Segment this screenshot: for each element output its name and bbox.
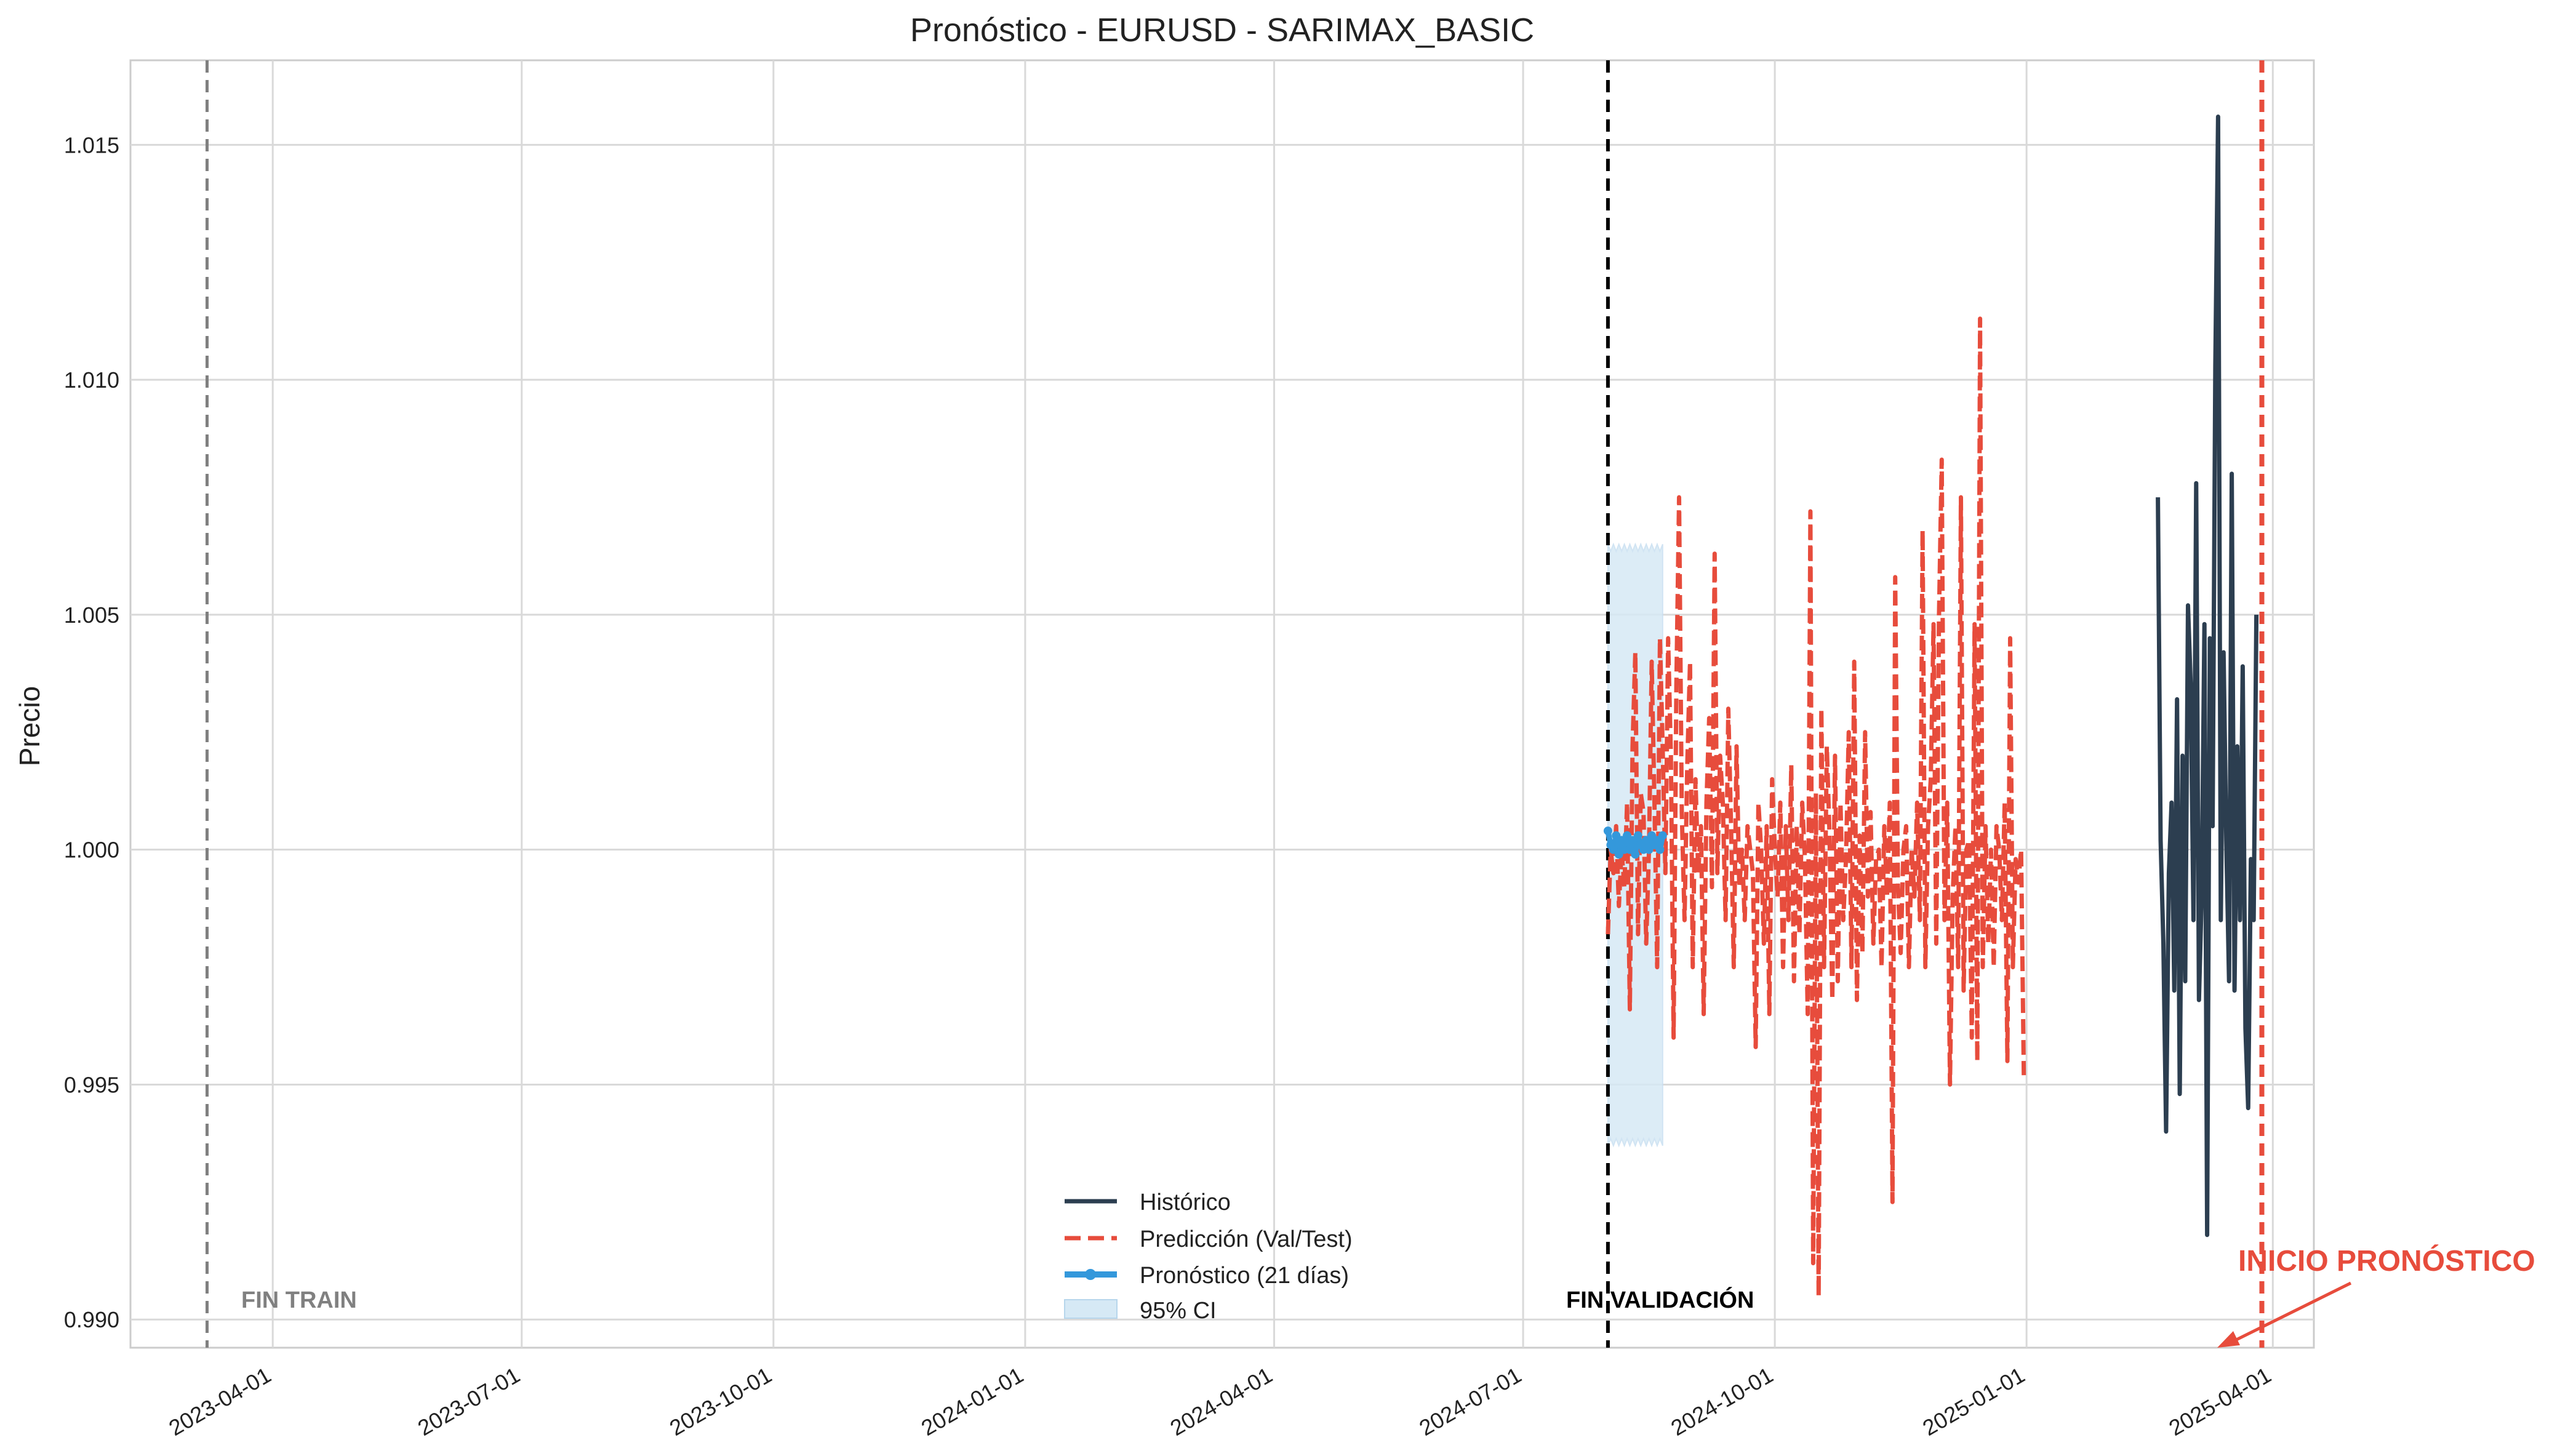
annotation-arrow-shaft xyxy=(2225,1281,2352,1346)
legend-swatch-ci xyxy=(1064,1299,1118,1319)
series-line-historico xyxy=(2156,114,2259,1238)
forecast-point xyxy=(1631,850,1640,859)
y-axis-label: Precio xyxy=(14,686,46,766)
legend-marker-pronostico xyxy=(1085,1269,1096,1280)
legend-label-prediccion: Predicción (Val/Test) xyxy=(1140,1226,1353,1252)
series-line-prediccion xyxy=(1606,316,2026,1298)
series-lines xyxy=(1603,114,2259,1298)
y-tick-label: 1.010 xyxy=(64,367,119,393)
y-tick-label: 0.995 xyxy=(64,1072,119,1097)
forecast-point xyxy=(1658,831,1667,840)
plot-area xyxy=(129,59,2315,1349)
legend-label-pronostico: Pronóstico (21 días) xyxy=(1140,1263,1349,1289)
y-tick-label: 1.005 xyxy=(64,602,119,628)
annotation-arrow-head xyxy=(2217,1331,2240,1348)
legend-label-historico: Histórico xyxy=(1140,1190,1231,1215)
fin-validacion-label: FIN VALIDACIÓN xyxy=(1566,1286,1754,1313)
forecast-point xyxy=(1603,826,1612,836)
marker-lines xyxy=(205,60,2265,1348)
y-tick-label: 1.015 xyxy=(64,132,119,158)
y-tick-label: 1.000 xyxy=(64,838,119,863)
forecast-point xyxy=(1633,831,1642,840)
forecast-point xyxy=(1655,845,1665,854)
legend: Histórico Predicción (Val/Test) Pronósti… xyxy=(1064,1190,1353,1324)
fin-train-label: FIN TRAIN xyxy=(241,1287,357,1313)
inicio-pronostico-annotation: INICIO PRONÓSTICO xyxy=(2238,1244,2535,1278)
y-tick-label: 0.990 xyxy=(64,1307,119,1332)
legend-label-ci: 95% CI xyxy=(1140,1298,1217,1324)
chart-title: Pronóstico - EURUSD - SARIMAX_BASIC xyxy=(910,12,1534,49)
